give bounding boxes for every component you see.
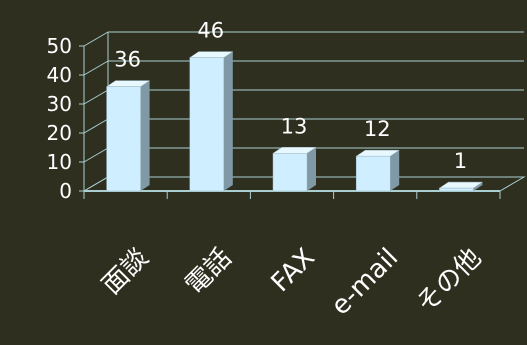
data-label: 46 xyxy=(197,19,224,43)
bar-front xyxy=(189,57,225,192)
category-label: e-mail xyxy=(326,243,405,322)
gridline-depth xyxy=(83,118,109,134)
category-label: 電話 xyxy=(180,243,238,301)
y-tick-label: 10 xyxy=(47,150,72,174)
category-label: その他 xyxy=(411,243,487,319)
data-label: 36 xyxy=(114,48,141,72)
bar-side xyxy=(223,51,233,191)
bar-side xyxy=(140,80,150,191)
y-tick-label: 30 xyxy=(47,92,72,116)
bar-front xyxy=(439,187,474,192)
bar xyxy=(272,147,317,192)
bar-front xyxy=(355,155,391,192)
data-label: 13 xyxy=(281,114,308,138)
bar xyxy=(105,80,151,192)
data-label: 1 xyxy=(454,149,467,173)
gridline-depth xyxy=(83,147,109,163)
gridline-depth xyxy=(83,31,109,47)
category-label: 面談 xyxy=(97,243,155,301)
bar-front xyxy=(272,153,308,192)
y-tick-label: 50 xyxy=(47,34,72,58)
bar xyxy=(188,51,234,192)
category-label: FAX xyxy=(266,243,321,298)
bar-front xyxy=(106,86,141,192)
y-tick-label: 40 xyxy=(47,63,72,87)
bar-side xyxy=(473,182,483,191)
gridline-depth xyxy=(83,89,109,105)
y-tick-label: 20 xyxy=(47,121,72,145)
data-label: 12 xyxy=(364,117,391,141)
bar xyxy=(355,149,401,192)
bar-side xyxy=(307,147,316,191)
gridline-depth xyxy=(83,60,109,76)
bar xyxy=(438,181,484,192)
bar-side xyxy=(390,150,400,191)
y-tick-label: 0 xyxy=(59,179,72,203)
